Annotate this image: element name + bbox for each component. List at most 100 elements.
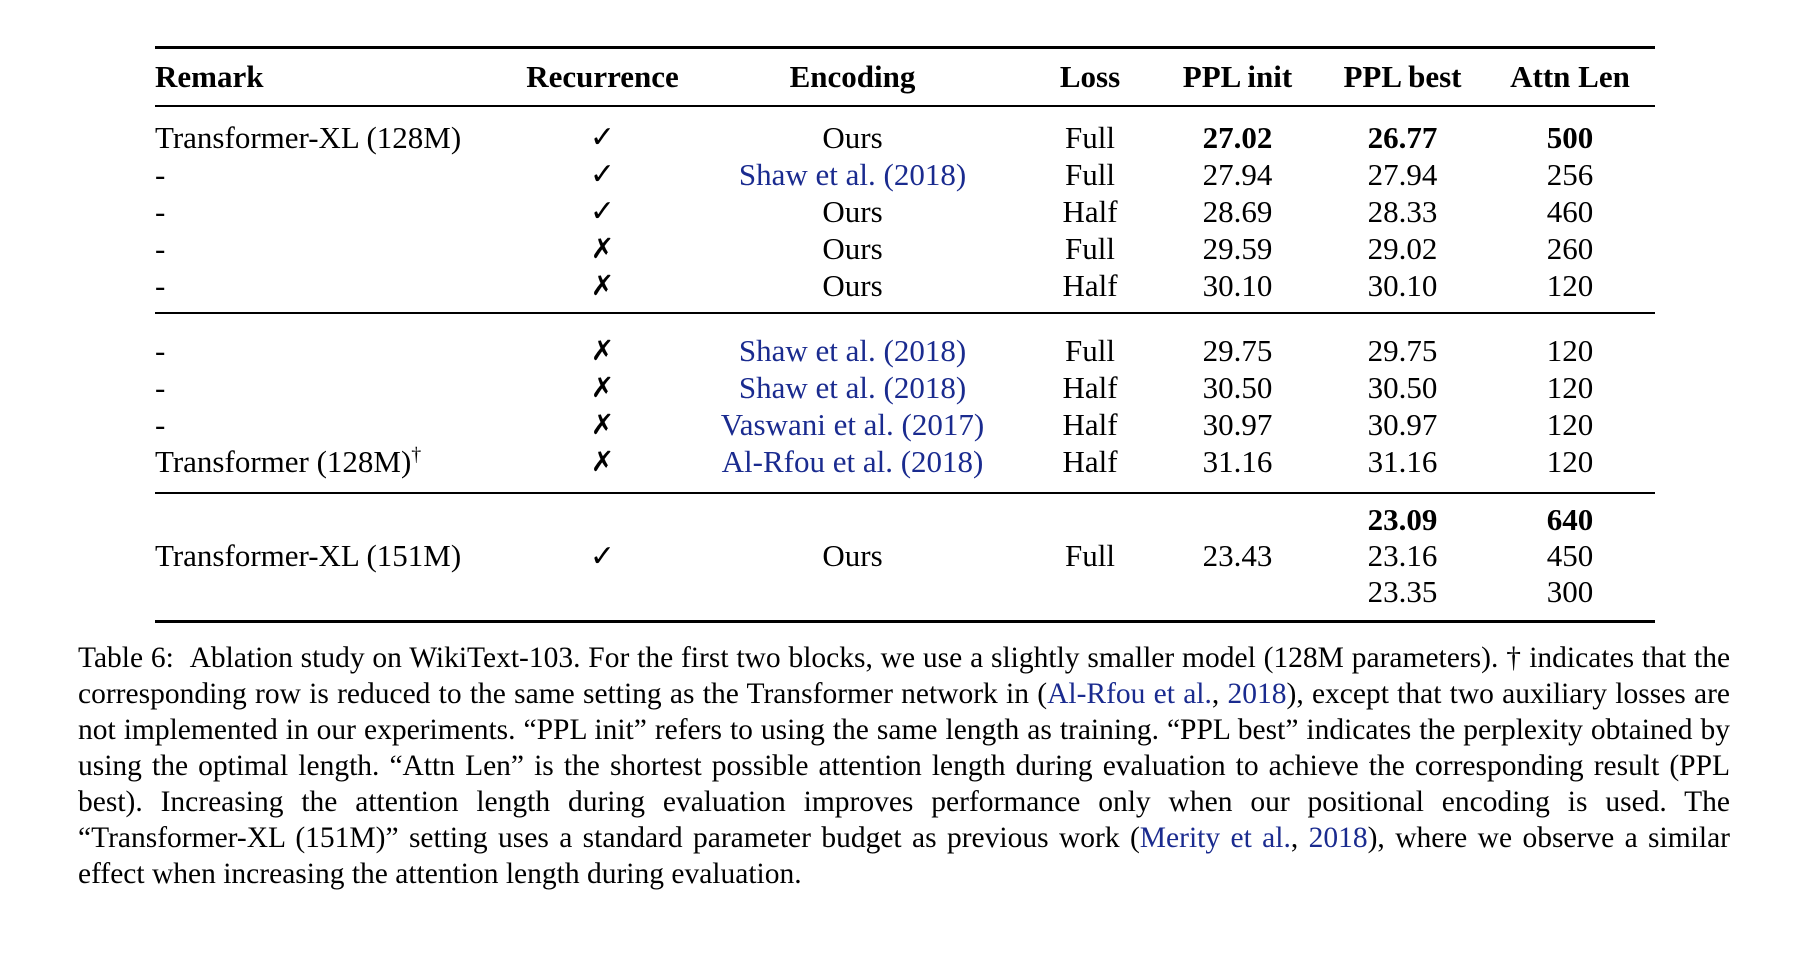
check-icon: ✓ (589, 538, 616, 574)
cell-ppl-init: 28.69 (1202, 193, 1273, 229)
cell-remark: - (155, 369, 166, 405)
attn-len-value: 300 (1546, 574, 1594, 609)
cross-icon: ✗ (590, 371, 615, 404)
cell-attn-len: 460 (1546, 193, 1594, 229)
citation-link-merity[interactable]: Merity et al. (1139, 822, 1291, 854)
cell-ppl-best: 28.33 (1367, 193, 1438, 229)
cell-attn-len-stack: 640 450 300 (1485, 493, 1655, 622)
cell-remark: Transformer-XL (128M) (155, 119, 462, 155)
cell-loss: Half (1062, 369, 1118, 405)
cell-ppl-best: 30.10 (1367, 267, 1438, 303)
header-recurrence: Recurrence (526, 59, 679, 94)
cell-ppl-init: 27.02 (1202, 119, 1273, 155)
cross-icon: ✗ (590, 408, 615, 441)
cell-ppl-init: 30.97 (1202, 406, 1273, 442)
cell-loss: Half (1062, 406, 1118, 442)
attn-len-value: 450 (1546, 538, 1594, 573)
table-row: - ✗ Shaw et al. (2018) Half 30.50 30.50 … (155, 369, 1655, 406)
ablation-table: Remark Recurrence Encoding Loss PPL init… (155, 46, 1655, 623)
cell-encoding-citation-link[interactable]: Vaswani et al. (2017) (720, 406, 985, 442)
header-encoding: Encoding (789, 59, 916, 94)
attn-len-value: 640 (1546, 502, 1594, 537)
cell-remark: Transformer (128M)† (155, 443, 525, 493)
header-loss: Loss (1059, 59, 1121, 94)
table-row: - ✓ Shaw et al. (2018) Full 27.94 27.94 … (155, 156, 1655, 193)
caption-label: Table 6: (78, 642, 174, 674)
header-ppl-best: PPL best (1343, 59, 1462, 94)
cell-ppl-best: 26.77 (1367, 119, 1438, 155)
header-remark: Remark (155, 59, 264, 94)
table-row: - ✗ Vaswani et al. (2017) Half 30.97 30.… (155, 406, 1655, 443)
check-icon: ✓ (589, 120, 616, 155)
cell-remark-text: Transformer (128M) (155, 443, 412, 479)
cell-encoding: Ours (822, 538, 883, 573)
cell-ppl-init: 23.43 (1202, 538, 1273, 573)
cell-encoding-citation-link[interactable]: Al-Rfou et al. (2018) (721, 443, 984, 479)
ppl-best-value: 23.35 (1367, 574, 1438, 609)
cell-encoding: Ours (822, 230, 883, 266)
cell-remark: - (155, 193, 166, 229)
cell-loss: Full (1065, 332, 1115, 368)
citation-separator: , (1290, 822, 1309, 854)
header-ppl-init: PPL init (1182, 59, 1293, 94)
cross-icon: ✗ (590, 269, 615, 302)
cell-encoding-citation-link[interactable]: Shaw et al. (2018) (738, 332, 967, 368)
cell-loss: Full (1065, 230, 1115, 266)
cell-remark: - (155, 406, 166, 442)
cell-ppl-best: 31.16 (1367, 443, 1438, 479)
check-icon: ✓ (589, 157, 616, 192)
cell-encoding: Ours (822, 193, 883, 229)
table-row: Transformer-XL (151M) ✓ Ours Full 23.43 … (155, 493, 1655, 622)
caption-text: ), except that two auxiliary losses are … (78, 678, 1730, 854)
cell-attn-len: 500 (1546, 119, 1594, 155)
caption-text: † indicates that the corresponding row i… (78, 642, 1731, 710)
cell-ppl-best: 29.75 (1367, 332, 1438, 368)
cell-encoding: Ours (822, 119, 883, 155)
cell-ppl-best: 30.50 (1367, 369, 1438, 405)
table-header-row: Remark Recurrence Encoding Loss PPL init… (155, 47, 1655, 107)
cross-icon: ✗ (590, 232, 615, 265)
caption-text: ), where we observe a similar effect whe… (78, 822, 1730, 890)
cell-ppl-best: 30.97 (1367, 406, 1438, 442)
cell-ppl-best: 27.94 (1367, 156, 1438, 192)
cell-loss: Full (1065, 119, 1115, 155)
check-icon: ✓ (589, 194, 616, 229)
cell-ppl-init: 31.16 (1202, 443, 1273, 479)
cell-attn-len: 256 (1546, 156, 1594, 192)
ablation-table-container: Remark Recurrence Encoding Loss PPL init… (155, 46, 1655, 623)
citation-link-al-rfou[interactable]: Al-Rfou et al. (1047, 678, 1212, 710)
table-row: - ✗ Ours Half 30.10 30.10 120 (155, 267, 1655, 313)
table-row: Transformer (128M)† ✗ Al-Rfou et al. (20… (155, 443, 1655, 493)
cell-ppl-init: 29.75 (1202, 332, 1273, 368)
cell-remark: - (155, 230, 166, 266)
cell-ppl-init: 30.50 (1202, 369, 1273, 405)
cell-attn-len: 120 (1546, 332, 1594, 368)
cell-remark: - (155, 156, 166, 192)
citation-link-merity-year[interactable]: 2018 (1308, 822, 1368, 854)
cross-icon: ✗ (590, 445, 615, 478)
cell-encoding-citation-link[interactable]: Shaw et al. (2018) (738, 369, 967, 405)
cell-ppl-init: 30.10 (1202, 267, 1273, 303)
dagger-mark: † (411, 443, 422, 466)
cell-ppl-init: 29.59 (1202, 230, 1273, 266)
cell-loss: Full (1065, 538, 1115, 573)
table-row: - ✓ Ours Half 28.69 28.33 460 (155, 193, 1655, 230)
table-caption: Table 6: Ablation study on WikiText-103.… (78, 640, 1730, 892)
cell-attn-len: 120 (1546, 369, 1594, 405)
ppl-best-value: 23.16 (1367, 538, 1438, 573)
table-row: - ✗ Ours Full 29.59 29.02 260 (155, 230, 1655, 267)
cell-loss: Half (1062, 193, 1118, 229)
citation-link-al-rfou-year[interactable]: 2018 (1227, 678, 1287, 710)
cell-attn-len: 120 (1546, 267, 1594, 303)
citation-separator: , (1211, 678, 1228, 710)
cell-attn-len: 120 (1546, 443, 1594, 479)
cell-loss: Half (1062, 443, 1118, 479)
caption-text: Ablation study on WikiText-103. For the … (189, 642, 1499, 674)
ppl-best-value: 23.09 (1367, 502, 1438, 537)
cell-encoding: Ours (822, 267, 883, 303)
cell-loss: Half (1062, 267, 1118, 303)
cell-encoding-citation-link[interactable]: Shaw et al. (2018) (738, 156, 967, 192)
cell-remark: - (155, 332, 166, 368)
cell-attn-len: 260 (1546, 230, 1594, 266)
table-row: - ✗ Shaw et al. (2018) Full 29.75 29.75 … (155, 313, 1655, 369)
